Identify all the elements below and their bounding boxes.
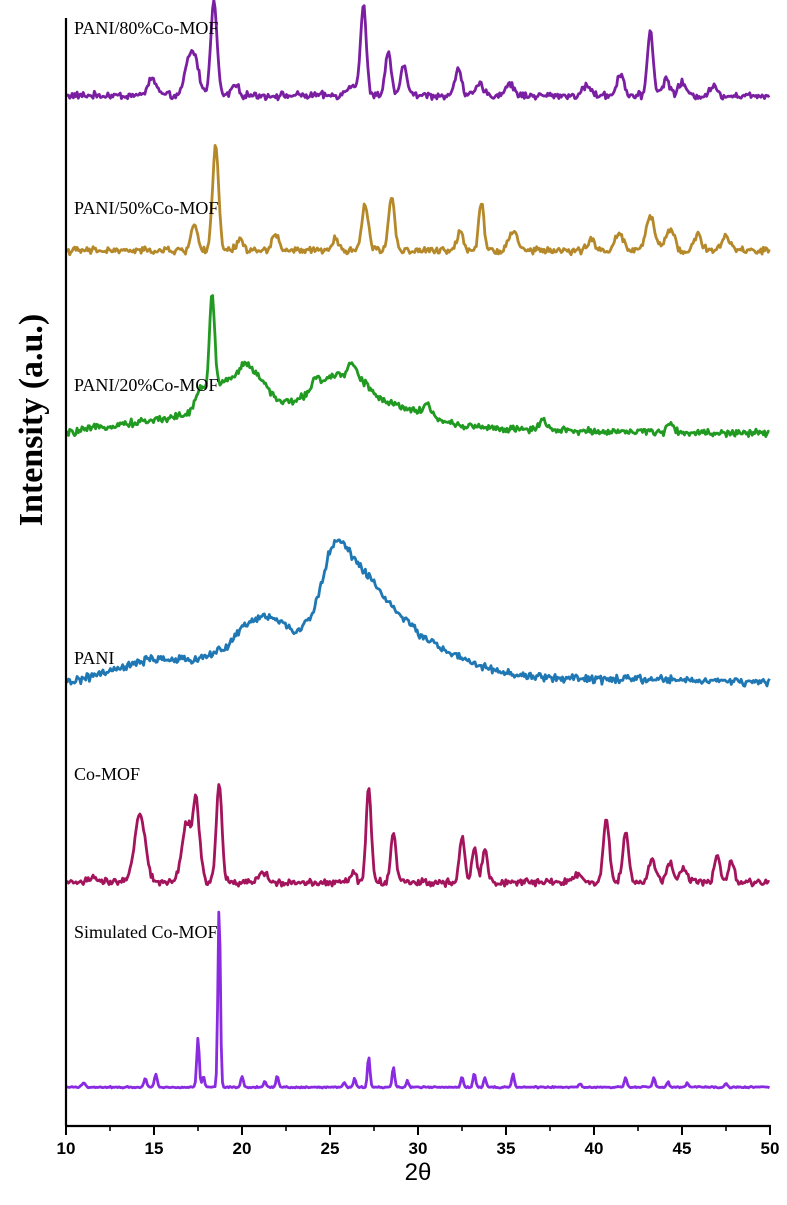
series-layer xyxy=(64,0,771,1090)
x-tick-label: 10 xyxy=(57,1139,76,1158)
axes-layer: 10 15 20 25 30 35 40 45 50 xyxy=(57,18,780,1158)
x-tick-label: 25 xyxy=(321,1139,340,1158)
series-line xyxy=(65,783,771,888)
x-tick-label: 30 xyxy=(409,1139,428,1158)
x-tick-label: 50 xyxy=(761,1139,780,1158)
series-line xyxy=(65,910,771,1090)
series-label: PANI/50%Co-MOF xyxy=(74,198,218,218)
series-label: PANI/80%Co-MOF xyxy=(74,18,218,38)
series-line xyxy=(64,294,770,439)
series-line xyxy=(65,538,771,688)
series-label-layer: PANI/80%Co-MOF PANI/50%Co-MOF PANI/20%Co-M… xyxy=(74,18,218,942)
y-axis-title: Intensity (a.u.) xyxy=(13,314,50,527)
series-label: Simulated Co-MOF xyxy=(74,922,218,942)
series-line xyxy=(65,0,771,102)
x-axis-title: 2θ xyxy=(405,1159,432,1186)
x-tick-label: 35 xyxy=(497,1139,516,1158)
x-tick-label: 15 xyxy=(145,1139,164,1158)
series-label: Co-MOF xyxy=(74,764,140,784)
x-tick-label: 40 xyxy=(585,1139,604,1158)
x-tick-label: 20 xyxy=(233,1139,252,1158)
series-label: PANI xyxy=(74,648,114,668)
series-line xyxy=(64,143,771,257)
x-tick-label: 45 xyxy=(673,1139,692,1158)
series-label: PANI/20%Co-MOF xyxy=(74,375,218,395)
